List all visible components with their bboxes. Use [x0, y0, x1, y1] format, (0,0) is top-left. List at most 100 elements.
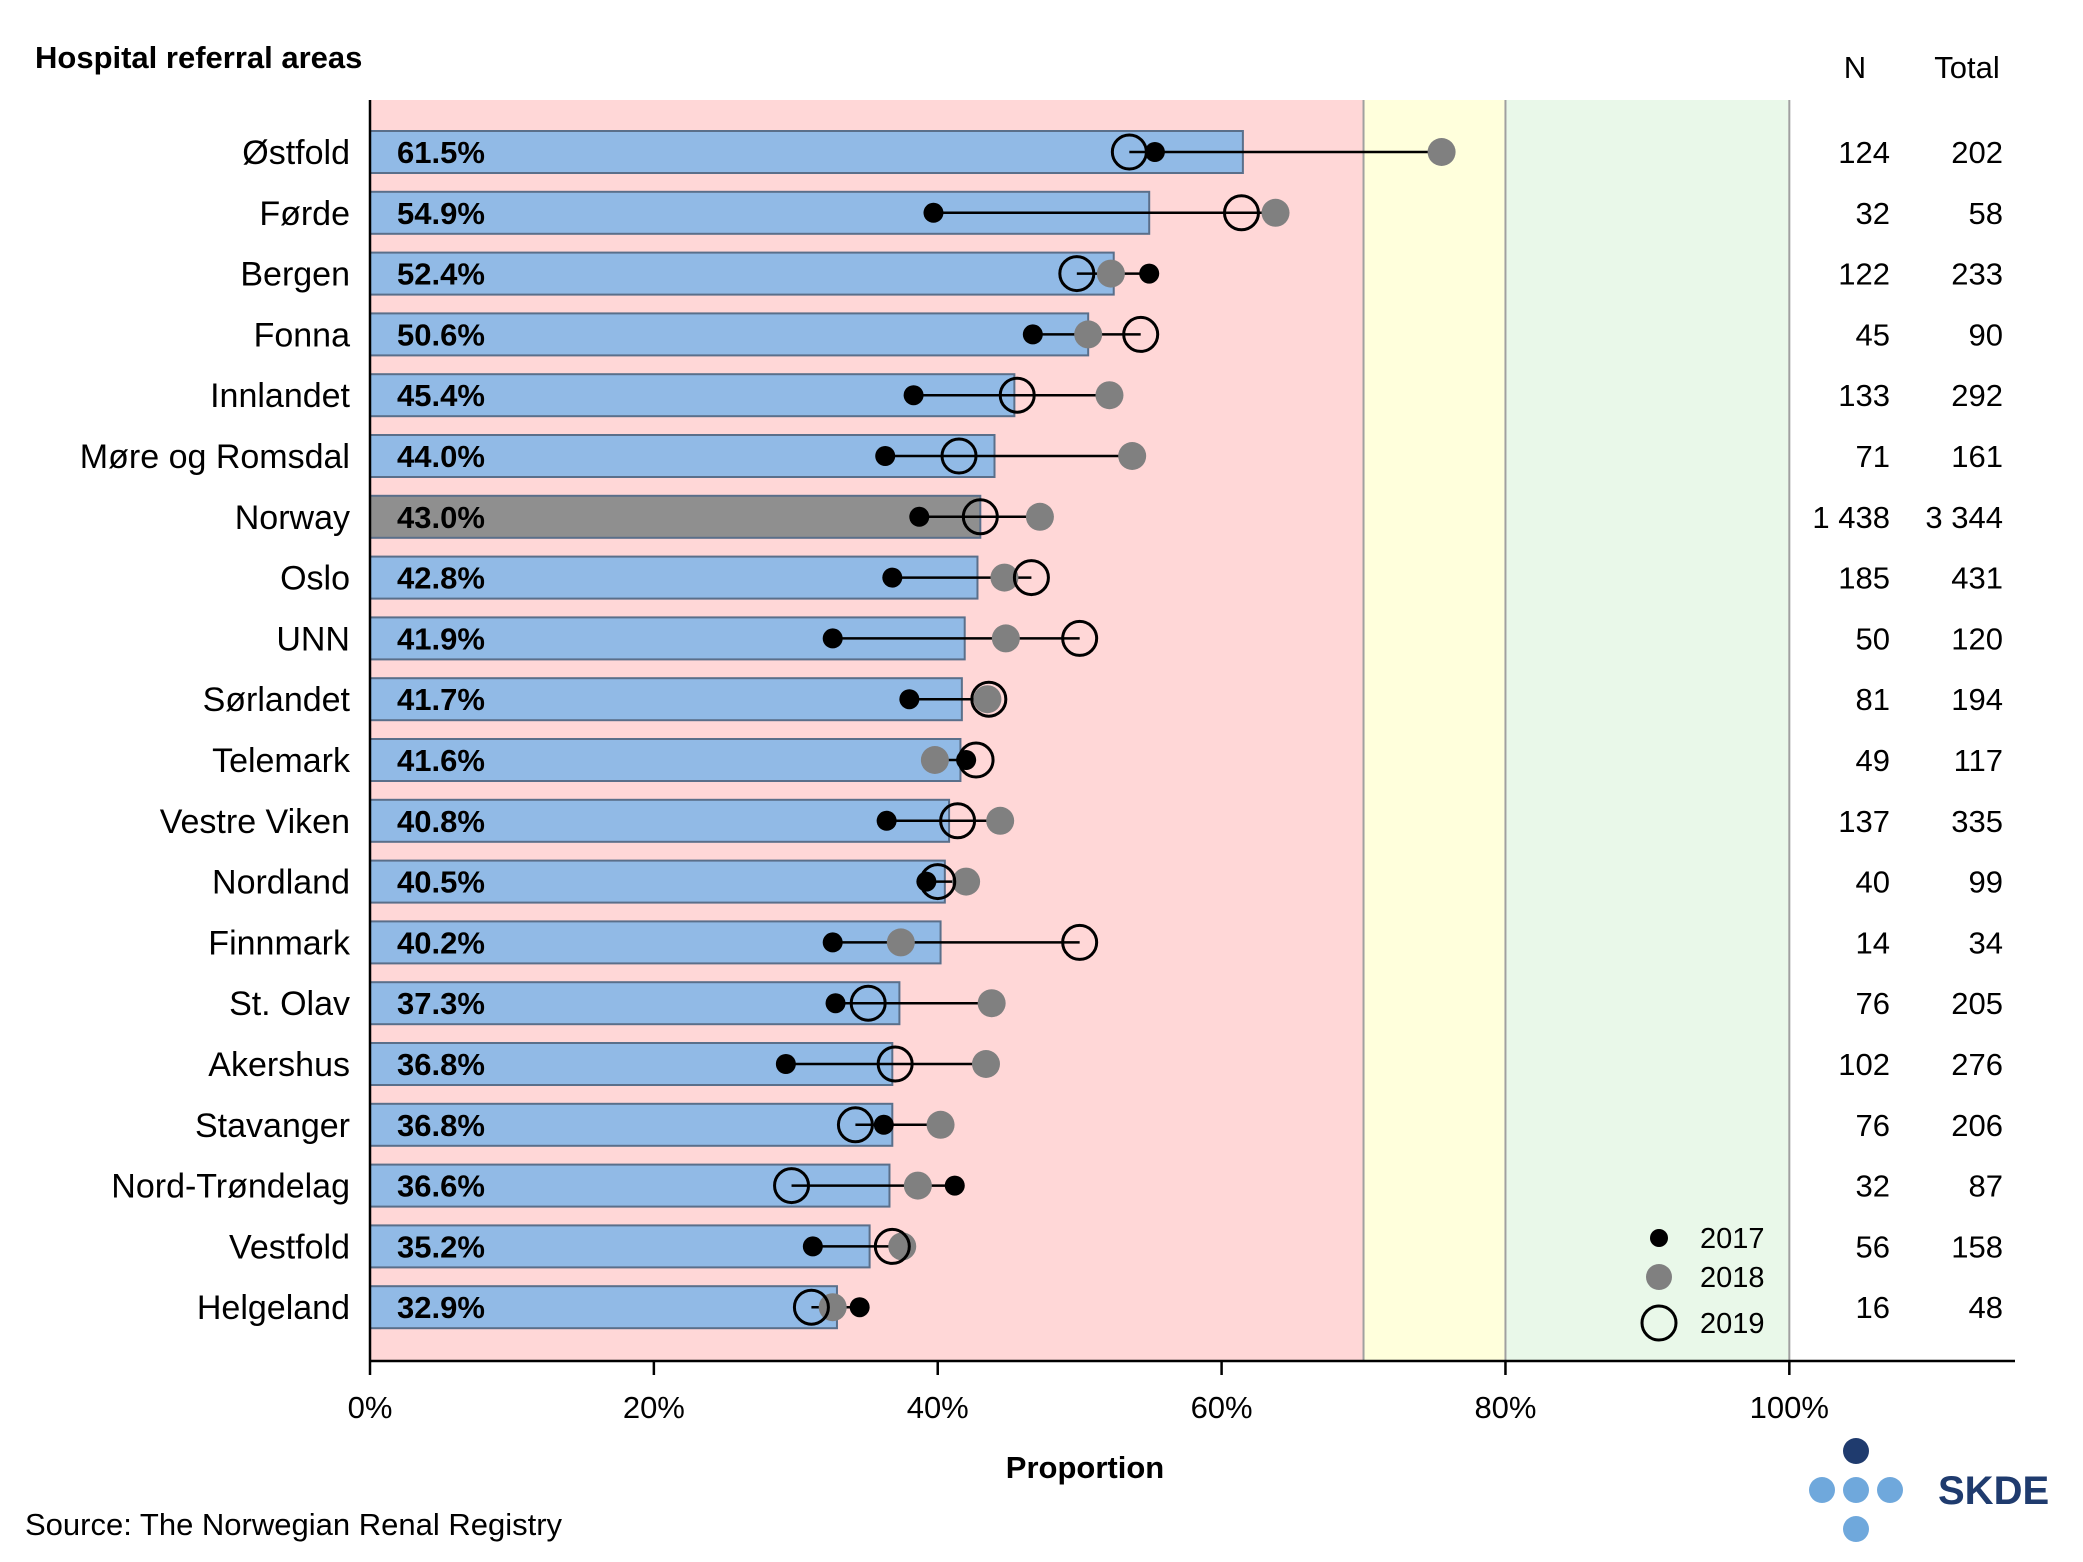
bar-value-label: 50.6%	[397, 317, 485, 352]
x-tick-label: 80%	[1474, 1390, 1536, 1425]
bar-value-label: 52.4%	[397, 257, 485, 292]
point-2019	[939, 802, 977, 840]
source-note: Source: The Norwegian Renal Registry	[25, 1507, 563, 1542]
n-value: 16	[1856, 1290, 1890, 1325]
category-label: Nord-Trøndelag	[111, 1168, 350, 1206]
point-2018	[990, 563, 1019, 592]
total-value: 276	[1951, 1047, 2003, 1082]
n-value: 49	[1856, 743, 1890, 778]
n-value: 50	[1856, 621, 1890, 656]
category-label: Stavanger	[195, 1107, 350, 1145]
bar-value-label: 32.9%	[397, 1290, 485, 1325]
total-value: 335	[1951, 804, 2003, 839]
category-label: Bergen	[240, 256, 350, 294]
point-2017	[849, 1297, 870, 1318]
category-label: Oslo	[280, 560, 350, 598]
logo-dot-top	[1843, 1438, 1869, 1464]
point-2019	[836, 1106, 874, 1144]
point-2019	[1061, 619, 1099, 657]
category-label: Helgeland	[197, 1289, 350, 1327]
point-2019	[792, 1288, 830, 1326]
skde-logo: SKDE	[1809, 1438, 2049, 1542]
bar-value-label: 40.5%	[397, 865, 485, 900]
bar-value-label: 44.0%	[397, 439, 485, 474]
x-tick-label: 60%	[1191, 1390, 1253, 1425]
logo-dot-left	[1809, 1477, 1835, 1503]
labels-group: 61.5% Østfold 124 202 54.9% Førde 32 58 52.4% Ber…	[80, 134, 2003, 1327]
point-2017	[802, 1236, 823, 1257]
total-value: 99	[1969, 865, 2003, 900]
x-tick-label: 20%	[623, 1390, 685, 1425]
category-label: Vestfold	[229, 1228, 350, 1266]
category-label: Nordland	[212, 864, 350, 902]
point-2018	[818, 1293, 847, 1322]
bar	[369, 251, 1115, 296]
bar	[369, 1285, 838, 1330]
bar-value-label: 35.2%	[397, 1229, 485, 1264]
category-label: UNN	[276, 620, 350, 658]
bar-value-label: 40.2%	[397, 925, 485, 960]
point-2018	[973, 685, 1002, 714]
point-2017	[903, 385, 924, 406]
point-2018	[888, 1232, 917, 1261]
point-2019	[876, 1045, 914, 1083]
total-value: 48	[1969, 1290, 2003, 1325]
point-2018	[1025, 502, 1054, 531]
n-value: 56	[1856, 1229, 1890, 1264]
point-2018	[903, 1171, 932, 1200]
bar	[369, 1102, 894, 1147]
bar	[369, 130, 1244, 174]
point-2017	[916, 871, 937, 892]
point-2018	[977, 989, 1006, 1018]
point-2017	[1139, 263, 1160, 284]
legend-2017-marker	[1650, 1229, 1668, 1247]
point-2017	[899, 689, 920, 710]
logo-dot-right	[1877, 1477, 1903, 1503]
bar-value-label: 36.8%	[397, 1047, 485, 1082]
point-2017	[882, 567, 903, 588]
points-group	[773, 133, 1456, 1326]
category-label: Møre og Romsdal	[80, 438, 350, 476]
bar	[369, 373, 1016, 418]
category-label: Fonna	[254, 316, 350, 354]
chart-title: Hospital referral areas	[35, 40, 362, 75]
n-column-header: N	[1844, 50, 1866, 85]
total-value: 158	[1951, 1229, 2003, 1264]
n-value: 32	[1856, 1169, 1890, 1204]
category-label: St. Olav	[229, 985, 350, 1023]
total-value: 3 344	[1925, 500, 2003, 535]
n-value: 76	[1856, 1108, 1890, 1143]
x-axis-label: Proportion	[1006, 1450, 1164, 1485]
legend: 2017 2018 2019	[1640, 1223, 1765, 1342]
category-label: Telemark	[212, 742, 351, 780]
total-value: 120	[1951, 621, 2003, 656]
point-2018	[926, 1110, 955, 1139]
threshold-zones	[370, 100, 1791, 1361]
bar	[369, 677, 963, 722]
category-label: Sørlandet	[203, 681, 351, 719]
point-2018	[1096, 259, 1125, 288]
bar	[369, 312, 1090, 357]
category-label: Akershus	[208, 1046, 350, 1084]
logo-dot-center	[1843, 1477, 1869, 1503]
n-value: 71	[1856, 439, 1890, 474]
x-tick-label: 100%	[1750, 1390, 1829, 1425]
bar-value-label: 54.9%	[397, 196, 485, 231]
n-value: 122	[1838, 257, 1890, 292]
total-value: 205	[1951, 986, 2003, 1021]
point-2018	[920, 746, 949, 774]
point-2019	[1061, 923, 1099, 961]
category-label: Finnmark	[208, 924, 351, 962]
point-2019	[849, 984, 887, 1022]
bar-value-label: 41.7%	[397, 682, 485, 717]
point-2017	[822, 932, 843, 953]
n-value: 76	[1856, 986, 1890, 1021]
point-2019	[970, 680, 1008, 718]
n-value: 14	[1856, 925, 1890, 960]
x-tick-label: 40%	[907, 1390, 969, 1425]
n-value: 45	[1856, 317, 1890, 352]
point-2019	[998, 376, 1036, 414]
point-2018	[986, 806, 1015, 835]
legend-2019-label: 2019	[1700, 1308, 1765, 1340]
